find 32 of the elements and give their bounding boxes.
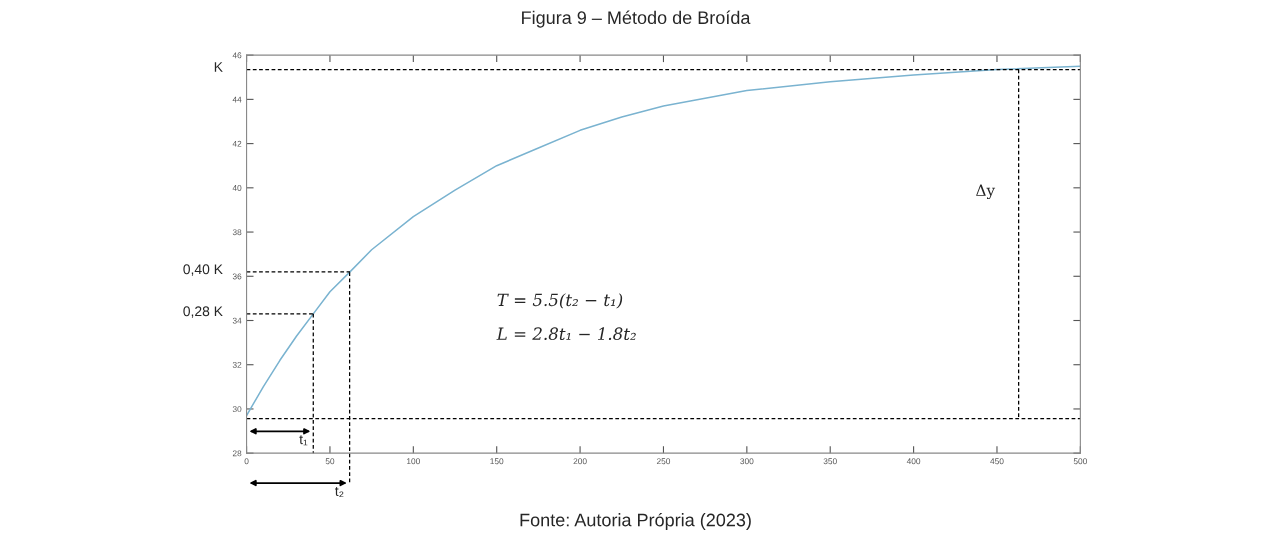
x-tick-label: 350 xyxy=(823,458,837,465)
ref-line-label: 0,40 K xyxy=(183,264,223,276)
ref-line-label: K xyxy=(214,62,223,72)
y-tick-label: 46 xyxy=(232,52,242,59)
x-tick-label: 200 xyxy=(573,458,587,465)
y-tick-label: 38 xyxy=(232,229,242,236)
ref-line-label: t₂ xyxy=(335,486,344,498)
y-tick-label: 34 xyxy=(232,317,242,324)
x-tick-label: 500 xyxy=(1073,458,1087,465)
annotation: T = 5.5(t₂ − t₁) xyxy=(497,293,623,309)
line-series xyxy=(246,65,1081,417)
y-tick-label: 42 xyxy=(232,140,242,147)
source-note: Fonte: Autoria Própria (2023) xyxy=(520,512,751,530)
annotation: L = 2.8t₁ − 1.8t₂ xyxy=(496,327,636,340)
ref-line-label: Δy xyxy=(976,184,996,200)
x-tick-label: 250 xyxy=(656,458,671,465)
ref-line-label: 0,28 K xyxy=(183,306,223,318)
y-tick-label: 36 xyxy=(232,273,242,280)
chart-title: Figura 9 – Método de Broída xyxy=(522,10,751,28)
x-tick-label: 300 xyxy=(740,458,754,465)
x-tick-label: 150 xyxy=(490,458,504,465)
y-tick-label: 28 xyxy=(232,450,242,457)
x-tick-label: 50 xyxy=(325,458,335,465)
x-tick-label: 450 xyxy=(990,458,1004,465)
y-tick-label: 44 xyxy=(232,96,242,103)
y-tick-label: 32 xyxy=(232,361,242,368)
x-tick-label: 0 xyxy=(244,458,249,465)
y-tick-label: 30 xyxy=(232,406,242,413)
x-tick-label: 100 xyxy=(407,458,420,465)
x-tick-label: 400 xyxy=(906,458,921,465)
y-tick-label: 40 xyxy=(232,185,242,191)
ref-line-label: t₁ xyxy=(299,435,308,446)
